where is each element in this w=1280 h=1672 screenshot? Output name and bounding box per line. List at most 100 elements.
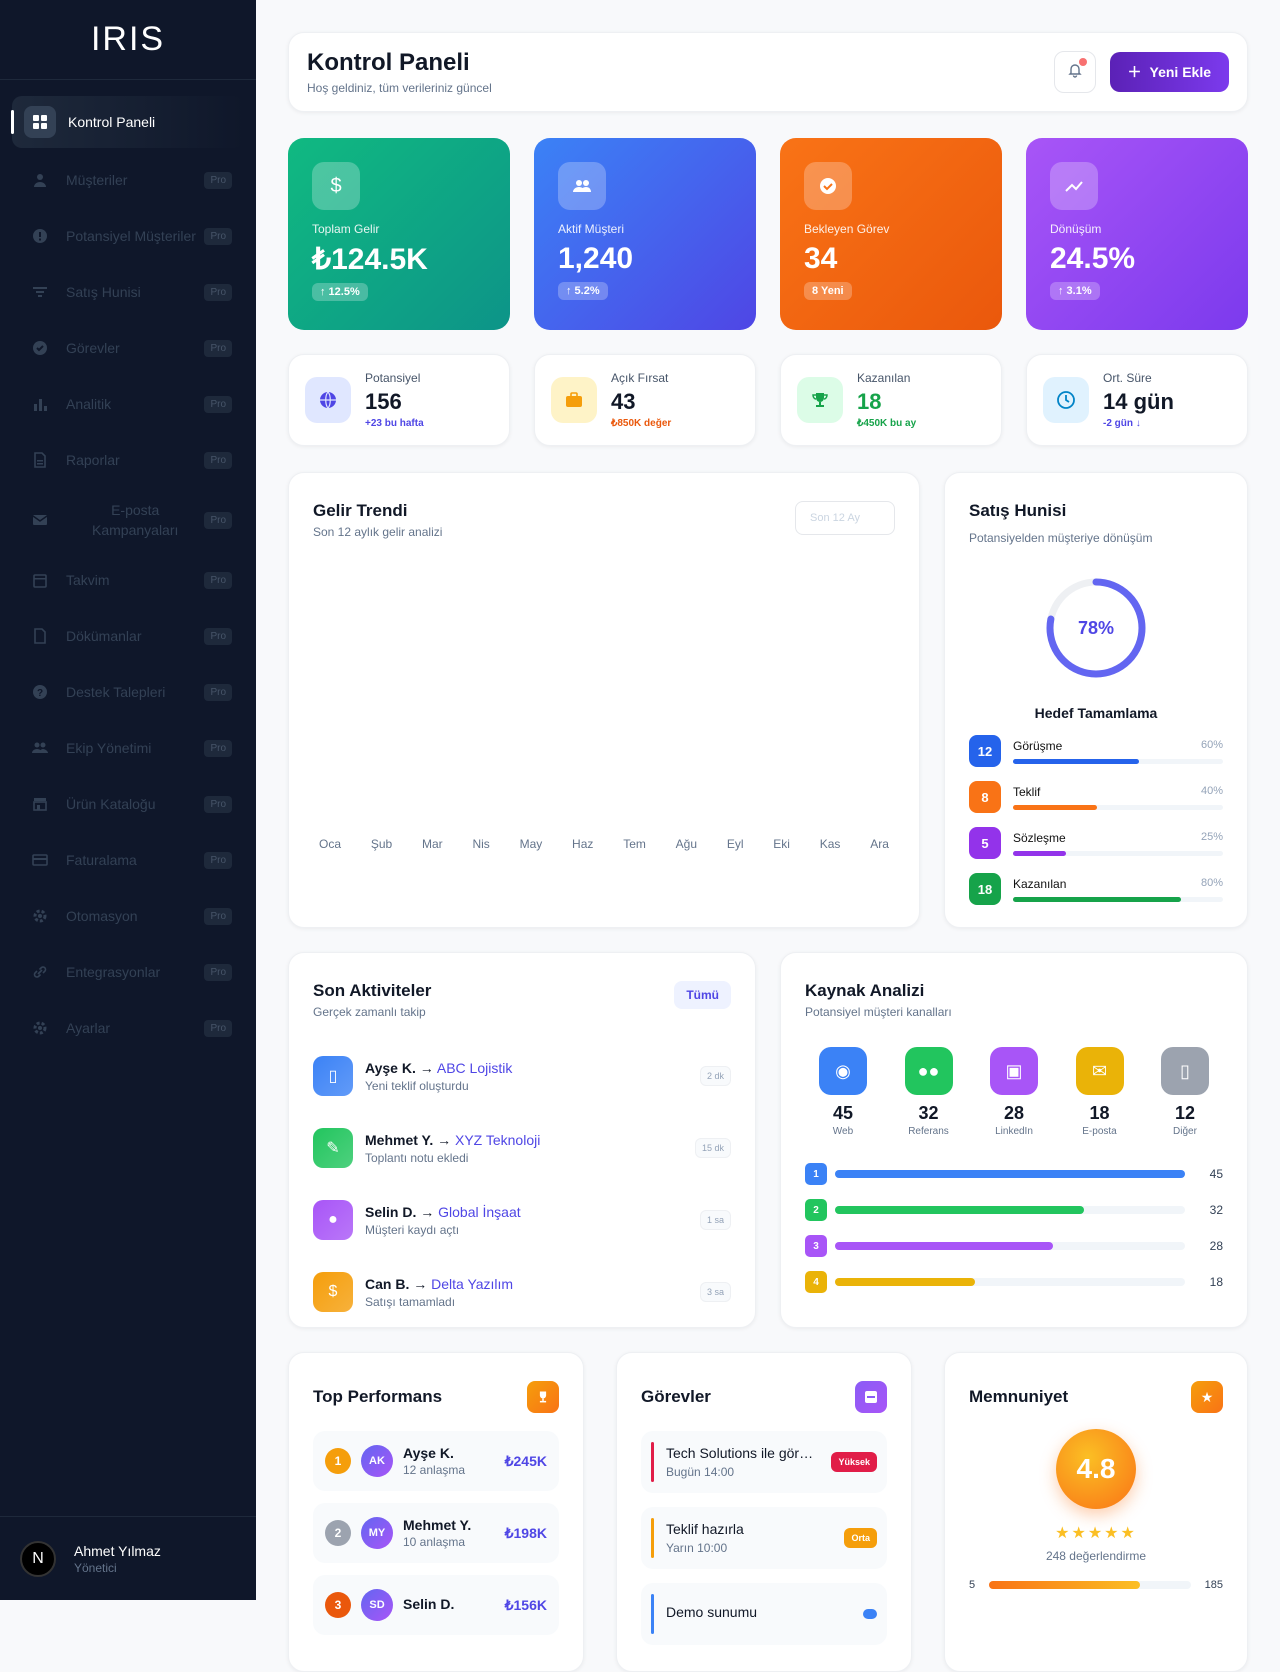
month-label: Eki — [773, 837, 790, 851]
source-channel[interactable]: ◉ 45 Web — [819, 1047, 867, 1137]
performer-row[interactable]: 3 SD Selin D. ₺156K — [313, 1575, 559, 1635]
pro-badge: Pro — [204, 283, 232, 301]
stage-percent: 60% — [1200, 738, 1223, 751]
stat-card-revenue[interactable]: $ Toplam Gelir ₺124.5K ↑ 12.5% — [288, 138, 510, 330]
mini-stat-avg-time[interactable]: Ort. Süre 14 gün -2 gün ↓ — [1026, 354, 1248, 446]
mini-stat-open-deals[interactable]: Açık Fırsat 43 ₺850K değer — [534, 354, 756, 446]
task-item[interactable]: Teklif hazırla Yarın 10:00 Orta — [641, 1507, 887, 1569]
bell-icon — [1067, 62, 1083, 83]
mail-icon — [28, 508, 52, 532]
sidebar-item-otomasyon[interactable]: Otomasyon Pro — [0, 888, 256, 944]
pro-badge: Pro — [204, 907, 232, 925]
activity-list: ▯ Ayşe K. → ABC Lojistik Yeni teklif oluşt… — [313, 1053, 731, 1315]
activity-action: Yeni teklif oluşturdu — [365, 1078, 469, 1093]
activity-item[interactable]: ✎ Mehmet Y. → XYZ Teknoloji Toplantı notu … — [313, 1125, 731, 1171]
review-count: 248 değerlendirme — [1045, 1549, 1147, 1563]
brand-logo[interactable]: IRIS — [0, 0, 256, 80]
activity-company[interactable]: ABC Lojistik — [436, 1059, 513, 1076]
trending-up-icon — [1050, 162, 1098, 210]
activity-title: Ayşe K. → ABC Lojistik — [365, 1060, 688, 1076]
sidebar-item-gorevler[interactable]: Görevler Pro — [0, 320, 256, 376]
performer-list: 1 AK Ayşe K. 12 anlaşma ₺245K 2 MY Mehmet Y. 10 … — [313, 1431, 559, 1635]
activity-item[interactable]: ● Selin D. → Global İnşaat Müşteri kaydı a… — [313, 1197, 731, 1243]
document-icon: ▯ — [313, 1056, 353, 1096]
sidebar-item-eposta-kampanyalari[interactable]: E-posta Kampanyaları Pro — [0, 488, 256, 552]
revenue-trend-card: Gelir Trendi Son 12 aylık gelir analizi … — [288, 472, 920, 928]
mini-stat-potential[interactable]: Potansiyel 156 +23 bu hafta — [288, 354, 510, 446]
sidebar-item-ayarlar[interactable]: Ayarlar Pro — [0, 1000, 256, 1056]
mini-stat-value: 14 gün — [1103, 389, 1174, 414]
period-select-value: Son 12 Ay — [810, 512, 860, 524]
task-info: Tech Solutions ile görüşme Bugün 14:00 — [666, 1445, 819, 1479]
task-item[interactable]: Tech Solutions ile görüşme Bugün 14:00 Yük… — [641, 1431, 887, 1493]
performer-avatar: AK — [361, 1445, 393, 1477]
pro-badge: Pro — [204, 339, 232, 357]
activity-arrow: → — [433, 1131, 455, 1148]
edit-icon: ✎ — [313, 1128, 353, 1168]
stat-card-pending-tasks[interactable]: Bekleyen Görev 34 8 Yeni — [780, 138, 1002, 330]
activity-company[interactable]: Delta Yazılım — [431, 1275, 514, 1292]
stat-card-conversion[interactable]: Dönüşüm 24.5% ↑ 3.1% — [1026, 138, 1248, 330]
month-label: Mar — [421, 837, 443, 851]
sidebar-item-raporlar[interactable]: Raporlar Pro — [0, 432, 256, 488]
funnel-stage[interactable]: 8 Teklif 40% — [969, 781, 1223, 813]
sidebar-item-analitik[interactable]: Analitik Pro — [0, 376, 256, 432]
globe-icon — [305, 377, 351, 423]
performer-info: Ayşe K. 12 anlaşma — [403, 1445, 495, 1477]
stat-card-customers[interactable]: Aktif Müşteri 1,240 ↑ 5.2% — [534, 138, 756, 330]
sidebar-item-entegrasyonlar[interactable]: Entegrasyonlar Pro — [0, 944, 256, 1000]
grid-icon — [24, 106, 56, 138]
funnel-stage[interactable]: 12 Görüşme 60% — [969, 735, 1223, 767]
user-profile[interactable]: N Ahmet Yılmaz Yönetici — [0, 1516, 256, 1600]
notifications-button[interactable] — [1053, 51, 1096, 93]
source-bar-value: 28 — [1209, 1239, 1223, 1253]
rating-row: 5 185 — [969, 1579, 1223, 1591]
source-channel[interactable]: ▣ 28 LinkedIn — [990, 1047, 1038, 1137]
stage-percent: 40% — [1200, 784, 1223, 797]
sidebar-item-satis-hunisi[interactable]: Satış Hunisi Pro — [0, 264, 256, 320]
source-channel[interactable]: ●● 32 Referans — [904, 1047, 953, 1137]
mini-stat-label: Potansiyel — [365, 371, 421, 385]
stage-progress-track — [1013, 804, 1223, 810]
source-bar-track — [835, 1242, 1185, 1250]
view-all-button[interactable]: Tümü — [674, 981, 731, 1009]
performer-row[interactable]: 2 MY Mehmet Y. 10 anlaşma ₺198K — [313, 1503, 559, 1563]
funnel-stage[interactable]: 18 Kazanılan 80% — [969, 873, 1223, 905]
pro-badge: Pro — [204, 1019, 232, 1037]
sidebar-item-kontrol-paneli[interactable]: Kontrol Paneli — [11, 96, 244, 148]
stage-label: Teklif — [1013, 784, 1041, 799]
sidebar-item-takvim[interactable]: Takvim Pro — [0, 552, 256, 608]
source-value: 18 — [1089, 1103, 1110, 1123]
sidebar-item-destek[interactable]: ? Destek Talepleri Pro — [0, 664, 256, 720]
mini-stat-won[interactable]: Kazanılan 18 ₺450K bu ay — [780, 354, 1002, 446]
sidebar-item-dokumanlar[interactable]: Dökümanlar Pro — [0, 608, 256, 664]
task-priority-bar — [651, 1594, 654, 1634]
stage-header: Görüşme 60% — [1013, 739, 1223, 753]
recent-activities-card: Son Aktiviteler Gerçek zamanlı takip Tüm… — [288, 952, 756, 1328]
stage-percent: 80% — [1200, 876, 1223, 889]
period-select[interactable]: Son 12 Ay — [795, 501, 895, 535]
add-new-button[interactable]: ＋ Yeni Ekle — [1109, 52, 1229, 92]
dollar-icon: $ — [312, 162, 360, 210]
performer-row[interactable]: 1 AK Ayşe K. 12 anlaşma ₺245K — [313, 1431, 559, 1491]
activity-item[interactable]: $ Can B. → Delta Yazılım Satışı tamamladı 3… — [313, 1269, 731, 1315]
source-name: Referans — [908, 1126, 949, 1137]
activity-company[interactable]: XYZ Teknoloji — [455, 1131, 541, 1148]
task-item[interactable]: Demo sunumu — [641, 1583, 887, 1645]
sidebar-item-ekip[interactable]: Ekip Yönetimi Pro — [0, 720, 256, 776]
activity-company[interactable]: Global İnşaat — [438, 1203, 521, 1220]
funnel-stage[interactable]: 5 Sözleşme 25% — [969, 827, 1223, 859]
sidebar-item-potansiyel[interactable]: Potansiyel Müşteriler Pro — [0, 208, 256, 264]
sidebar-item-urun-katalogu[interactable]: Ürün Kataloğu Pro — [0, 776, 256, 832]
source-channel[interactable]: ✉ 18 E-posta — [1075, 1047, 1124, 1137]
stage-progress-fill — [1013, 758, 1139, 764]
funnel-stages: 12 Görüşme 60% 8 Teklif 40% 5 Sözleşme 25% 18 Kaza… — [969, 735, 1223, 905]
activity-item[interactable]: ▯ Ayşe K. → ABC Lojistik Yeni teklif oluşt… — [313, 1053, 731, 1099]
briefcase-icon: ▣ — [990, 1047, 1038, 1095]
source-channel[interactable]: ▯ 12 Diğer — [1161, 1047, 1209, 1137]
rating-count: 185 — [1204, 1579, 1223, 1591]
sidebar-item-musteriler[interactable]: Müşteriler Pro — [0, 152, 256, 208]
month-axis: Oca Şub Mar Nis May Haz Tem Ağu Eyl Eki … — [319, 837, 889, 851]
task-priority-badge: Yüksek — [831, 1452, 877, 1472]
sidebar-item-faturalama[interactable]: Faturalama Pro — [0, 832, 256, 888]
